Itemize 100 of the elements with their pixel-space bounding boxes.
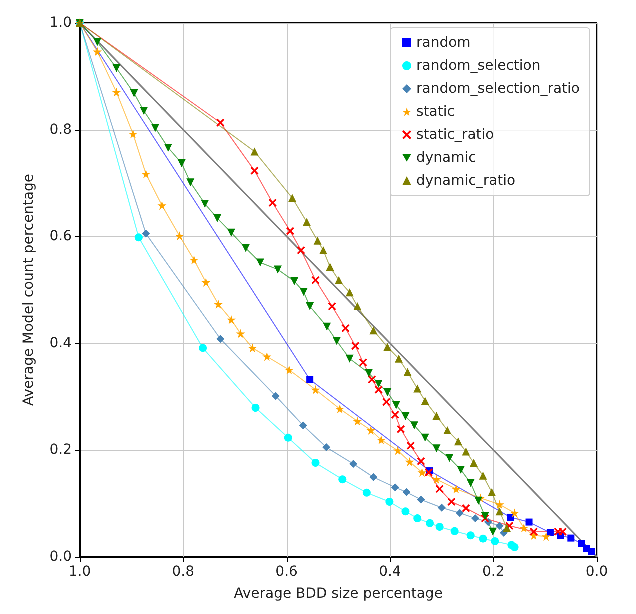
point: [397, 425, 406, 434]
point: [326, 263, 334, 272]
legend-label: dynamic: [416, 150, 476, 166]
point: [530, 528, 538, 536]
point: [421, 397, 430, 406]
point: [489, 528, 498, 536]
point: [346, 288, 354, 297]
point: [323, 322, 332, 331]
legend-label: random_selection: [416, 58, 541, 74]
legend-label: random: [416, 35, 471, 51]
point: [368, 376, 376, 384]
point: [417, 496, 426, 504]
point: [322, 444, 331, 452]
point: [446, 454, 454, 462]
point: [236, 329, 246, 338]
point: [481, 512, 490, 520]
point: [93, 47, 102, 56]
point: [320, 246, 328, 254]
point: [457, 466, 466, 474]
point: [332, 337, 341, 346]
point: [462, 504, 470, 512]
point: [404, 368, 412, 376]
point: [268, 198, 277, 207]
point: [384, 343, 392, 352]
point: [488, 488, 496, 496]
point: [130, 89, 138, 98]
point: [432, 444, 441, 453]
point: [450, 527, 459, 536]
point: [300, 288, 308, 296]
point: [479, 534, 488, 543]
point: [190, 256, 199, 265]
point: [335, 276, 344, 284]
point: [503, 524, 512, 532]
point: [346, 354, 354, 363]
point: [312, 276, 320, 284]
point: [436, 485, 444, 494]
point: [272, 392, 280, 400]
point: [472, 514, 480, 523]
point: [274, 266, 282, 274]
point: [201, 200, 210, 208]
point: [392, 401, 400, 410]
point: [286, 227, 294, 236]
point: [432, 475, 442, 484]
point: [470, 459, 478, 468]
legend-label: static_ratio: [416, 127, 494, 143]
point: [588, 548, 596, 556]
point: [186, 178, 195, 187]
point: [336, 404, 345, 414]
x-tick-label: 0.2: [482, 564, 505, 580]
point: [359, 358, 368, 367]
point: [421, 434, 430, 442]
point: [391, 410, 400, 419]
point: [374, 386, 383, 394]
point: [542, 532, 551, 542]
point: [112, 64, 121, 72]
point: [227, 228, 236, 237]
point: [454, 438, 462, 446]
point: [242, 244, 250, 252]
point: [216, 335, 225, 344]
point: [250, 148, 259, 156]
point: [306, 376, 314, 384]
point: [414, 384, 422, 393]
point: [214, 300, 224, 309]
point: [438, 504, 446, 512]
point: [546, 529, 554, 536]
point: [479, 472, 488, 480]
point: [158, 201, 167, 210]
point: [354, 302, 362, 311]
point: [558, 528, 567, 536]
legend-label: static: [416, 104, 455, 120]
point: [306, 302, 314, 311]
point: [284, 434, 292, 442]
point: [112, 88, 122, 97]
point: [284, 366, 294, 375]
point: [178, 159, 186, 168]
point: [94, 38, 102, 46]
point: [338, 476, 347, 484]
point: [496, 522, 504, 530]
point: [386, 498, 394, 506]
point: [175, 232, 184, 241]
point: [417, 457, 426, 466]
point: [312, 459, 320, 468]
point: [474, 496, 483, 505]
legend-label: dynamic_ratio: [416, 173, 516, 189]
point: [252, 404, 260, 412]
point: [140, 107, 148, 116]
point: [349, 460, 358, 468]
point: [456, 509, 464, 518]
x-axis-title: Average BDD size percentage: [234, 586, 443, 602]
point: [164, 144, 172, 152]
point: [384, 388, 392, 397]
point: [491, 538, 500, 546]
point: [314, 236, 322, 245]
point: [526, 518, 533, 526]
x-tick-label: 1.0: [68, 564, 92, 580]
point: [568, 534, 575, 542]
point: [402, 488, 411, 496]
point: [226, 315, 236, 324]
point: [290, 277, 299, 286]
point: [496, 508, 504, 516]
